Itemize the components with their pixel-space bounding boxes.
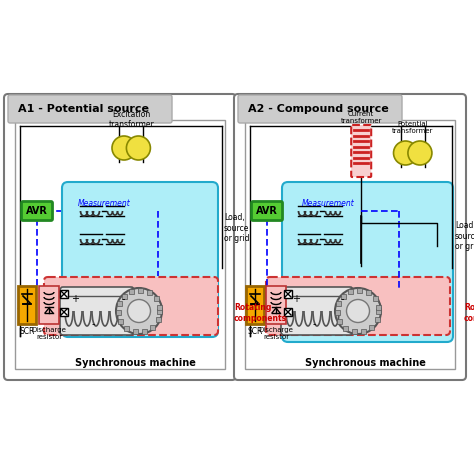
- Bar: [337, 319, 342, 324]
- Text: -: -: [340, 294, 344, 304]
- Text: Discharge
resistor: Discharge resistor: [32, 327, 66, 340]
- FancyBboxPatch shape: [351, 125, 371, 177]
- Bar: [341, 294, 346, 299]
- Bar: [266, 286, 286, 324]
- Bar: [154, 296, 159, 301]
- Bar: [18, 286, 36, 324]
- Circle shape: [127, 136, 150, 160]
- FancyBboxPatch shape: [238, 95, 402, 123]
- FancyBboxPatch shape: [266, 277, 450, 335]
- Bar: [284, 290, 292, 298]
- Bar: [376, 309, 382, 313]
- Text: Load,
source
or grid: Load, source or grid: [455, 221, 474, 251]
- Bar: [352, 329, 357, 334]
- Circle shape: [346, 300, 370, 322]
- Bar: [369, 325, 374, 329]
- FancyBboxPatch shape: [21, 201, 53, 220]
- Text: A2 - Compound source: A2 - Compound source: [248, 104, 389, 114]
- Bar: [357, 288, 362, 292]
- FancyBboxPatch shape: [234, 94, 466, 380]
- Text: Current
transformer: Current transformer: [340, 111, 382, 124]
- FancyBboxPatch shape: [281, 287, 353, 335]
- Circle shape: [116, 288, 162, 334]
- Bar: [133, 329, 138, 334]
- FancyBboxPatch shape: [282, 182, 453, 342]
- Bar: [150, 325, 155, 329]
- Text: Potential
transformer: Potential transformer: [392, 121, 433, 134]
- Bar: [245, 120, 455, 369]
- Circle shape: [408, 141, 432, 165]
- FancyBboxPatch shape: [4, 94, 236, 380]
- Bar: [366, 290, 371, 295]
- Circle shape: [393, 141, 418, 165]
- Bar: [284, 308, 292, 316]
- Text: AVR: AVR: [256, 206, 278, 216]
- Bar: [344, 326, 348, 331]
- Text: -: -: [312, 319, 316, 329]
- Circle shape: [335, 288, 381, 334]
- Bar: [60, 308, 68, 316]
- Bar: [348, 289, 353, 294]
- Bar: [39, 286, 59, 324]
- Text: Synchronous machine: Synchronous machine: [74, 358, 195, 368]
- Bar: [157, 305, 162, 310]
- Bar: [361, 329, 366, 334]
- Text: Rotating
components: Rotating components: [234, 303, 287, 323]
- Text: +: +: [292, 294, 300, 304]
- Text: -: -: [91, 319, 95, 329]
- Bar: [129, 289, 134, 294]
- Text: SCR: SCR: [19, 327, 35, 336]
- FancyBboxPatch shape: [62, 182, 218, 337]
- Text: +: +: [71, 294, 79, 304]
- Text: Discharge
resistor: Discharge resistor: [258, 327, 293, 340]
- Bar: [125, 326, 129, 331]
- Text: AVR: AVR: [26, 206, 48, 216]
- Text: Synchronous machine: Synchronous machine: [305, 358, 426, 368]
- Bar: [376, 305, 381, 310]
- Bar: [373, 296, 378, 301]
- Bar: [147, 290, 152, 295]
- Bar: [157, 309, 163, 313]
- Text: Measurement: Measurement: [302, 199, 355, 208]
- Bar: [374, 318, 380, 322]
- Text: Measurement: Measurement: [78, 199, 131, 208]
- Bar: [155, 318, 161, 322]
- Text: Rotating
components: Rotating components: [464, 303, 474, 323]
- Text: -: -: [121, 294, 125, 304]
- Bar: [142, 329, 147, 334]
- Bar: [60, 290, 68, 298]
- Text: Load,
source
or grid: Load, source or grid: [224, 213, 249, 243]
- Bar: [117, 301, 122, 306]
- Bar: [335, 310, 339, 315]
- FancyBboxPatch shape: [8, 95, 172, 123]
- Text: A1 - Potential source: A1 - Potential source: [18, 104, 149, 114]
- Bar: [118, 319, 123, 324]
- Bar: [336, 301, 341, 306]
- Bar: [122, 294, 127, 299]
- Bar: [15, 120, 225, 369]
- Text: SCR: SCR: [247, 327, 263, 336]
- Bar: [138, 288, 143, 292]
- Circle shape: [128, 300, 151, 322]
- Bar: [116, 310, 120, 315]
- FancyBboxPatch shape: [252, 201, 283, 220]
- Bar: [246, 286, 264, 324]
- Text: Excitation
transformer: Excitation transformer: [109, 109, 154, 129]
- FancyBboxPatch shape: [44, 277, 218, 335]
- FancyBboxPatch shape: [60, 287, 134, 335]
- Circle shape: [112, 136, 136, 160]
